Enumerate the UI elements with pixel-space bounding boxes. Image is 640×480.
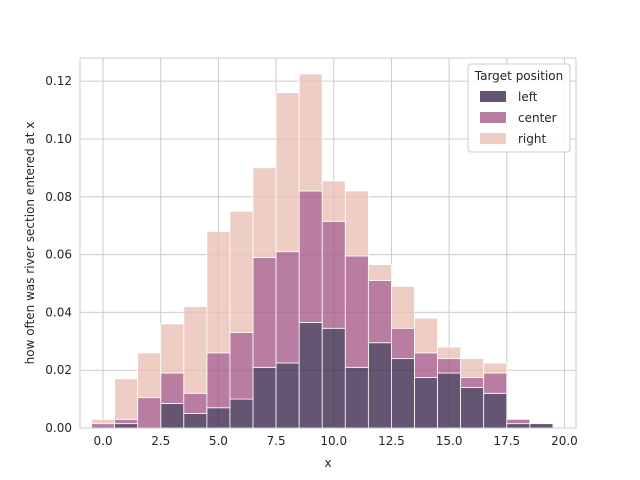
bar-center xyxy=(115,419,138,423)
y-tick-label: 0.06 xyxy=(45,248,72,262)
bar-right xyxy=(138,353,161,398)
bar-left xyxy=(276,363,299,428)
bar-right xyxy=(484,363,507,373)
bar-center xyxy=(299,191,322,323)
bar-right xyxy=(230,211,253,332)
bar-center xyxy=(184,393,207,413)
bar-left xyxy=(230,399,253,428)
y-ticks: 0.00 0.02 0.04 0.06 0.08 0.10 0.12 xyxy=(45,74,72,435)
bar-center xyxy=(138,398,161,428)
bar-left xyxy=(253,367,276,428)
x-axis-label: x xyxy=(324,456,331,470)
x-tick-label: 15.0 xyxy=(436,434,463,448)
bar-left xyxy=(507,424,530,428)
bar-center xyxy=(92,424,115,428)
bar-center xyxy=(207,353,230,408)
x-tick-label: 20.0 xyxy=(551,434,578,448)
bar-left xyxy=(345,367,368,428)
x-tick-label: 17.5 xyxy=(493,434,520,448)
bar-left xyxy=(207,408,230,428)
bar-right xyxy=(253,168,276,258)
legend-label-left: left xyxy=(518,90,538,104)
bar-left xyxy=(530,424,553,428)
legend-swatch-left xyxy=(480,91,506,102)
x-tick-label: 5.0 xyxy=(209,434,228,448)
bar-center xyxy=(438,359,461,373)
x-tick-label: 10.0 xyxy=(320,434,347,448)
x-tick-label: 2.5 xyxy=(151,434,170,448)
bar-right xyxy=(184,307,207,394)
y-tick-label: 0.00 xyxy=(45,421,72,435)
bar-right xyxy=(161,324,184,373)
bar-center xyxy=(276,252,299,363)
bar-left xyxy=(322,328,345,428)
bar-left xyxy=(368,343,391,428)
y-tick-label: 0.10 xyxy=(45,132,72,146)
bar-right xyxy=(207,231,230,352)
bar-center xyxy=(391,328,414,358)
bar-center xyxy=(415,353,438,378)
x-tick-label: 12.5 xyxy=(378,434,405,448)
bar-right xyxy=(391,286,414,328)
bar-left xyxy=(299,322,322,428)
bar-left xyxy=(115,424,138,428)
y-tick-label: 0.02 xyxy=(45,363,72,377)
bar-center xyxy=(345,256,368,367)
bar-left xyxy=(484,393,507,428)
legend-swatch-center xyxy=(480,112,506,123)
bar-center xyxy=(461,377,484,387)
bar-center xyxy=(253,257,276,367)
bar-left xyxy=(184,414,207,428)
bar-right xyxy=(415,318,438,353)
y-tick-label: 0.12 xyxy=(45,74,72,88)
bar-center xyxy=(484,373,507,393)
bar-left xyxy=(461,388,484,428)
bar-center xyxy=(322,221,345,328)
y-axis-label: how often was river section entered at x xyxy=(23,122,37,365)
bar-right xyxy=(345,191,368,256)
legend-title: Target position xyxy=(474,69,563,83)
bar-center xyxy=(230,333,253,399)
bar-center xyxy=(161,373,184,403)
bar-left xyxy=(161,403,184,428)
bar-right xyxy=(276,93,299,252)
x-tick-label: 0.0 xyxy=(94,434,113,448)
bar-right xyxy=(438,347,461,359)
bar-right xyxy=(299,74,322,191)
legend-label-right: right xyxy=(518,132,546,146)
bar-right xyxy=(461,359,484,378)
legend-swatch-right xyxy=(480,133,506,144)
bar-right xyxy=(115,379,138,419)
bar-left xyxy=(391,359,414,428)
y-tick-label: 0.04 xyxy=(45,305,72,319)
legend: Target position left center right xyxy=(468,64,570,152)
y-tick-label: 0.08 xyxy=(45,190,72,204)
bar-center xyxy=(368,281,391,343)
bar-right xyxy=(322,181,345,221)
bar-left xyxy=(438,373,461,428)
bar-right xyxy=(92,419,115,423)
x-ticks: 0.0 2.5 5.0 7.5 10.0 12.5 15.0 17.5 20.0 xyxy=(94,434,578,448)
bar-left xyxy=(415,377,438,428)
bar-right xyxy=(368,265,391,281)
x-tick-label: 7.5 xyxy=(267,434,286,448)
bar-center xyxy=(507,419,530,423)
legend-label-center: center xyxy=(518,111,557,125)
